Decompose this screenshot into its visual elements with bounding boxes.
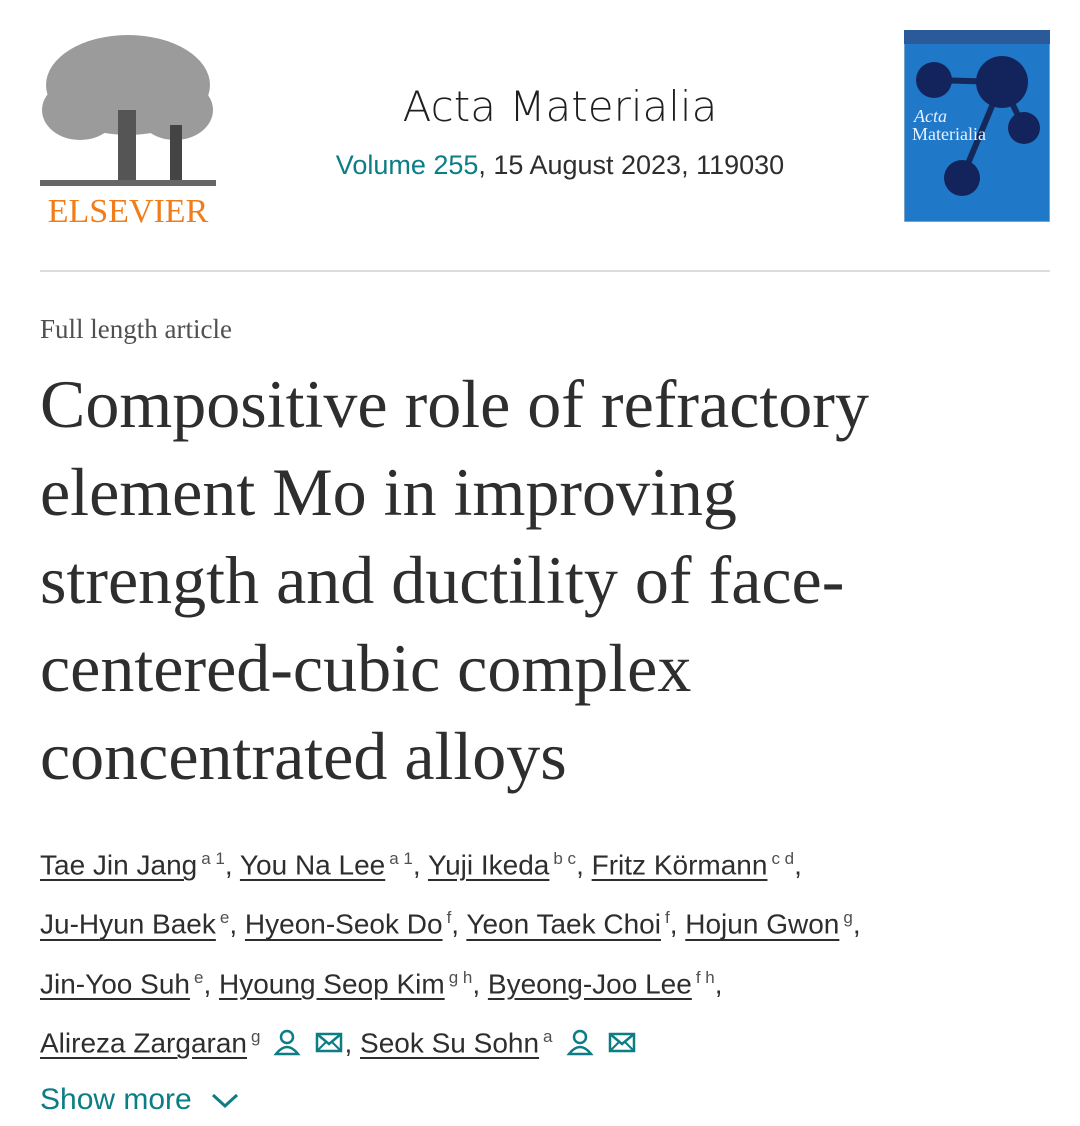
separator: , — [714, 967, 723, 999]
affiliation[interactable]: a 1 — [201, 849, 225, 868]
title-line: strength and ductility of face- — [40, 542, 845, 618]
affiliation[interactable]: b c — [553, 849, 577, 868]
chevron-icon[interactable] — [210, 1090, 240, 1110]
author-line: Tae Jin Jang a 1, You Na Lee a 1, Yuji Ike… — [40, 832, 861, 891]
affiliation[interactable]: a — [543, 1026, 553, 1046]
separator: , — [451, 908, 460, 940]
separator: , — [852, 908, 861, 940]
author-name[interactable]: Fritz Körmann — [591, 849, 768, 881]
affiliation[interactable]: f h — [695, 967, 715, 987]
affiliation[interactable]: a 1 — [389, 849, 413, 868]
journal-title[interactable]: Acta Materialia — [402, 82, 718, 131]
affiliation[interactable]: c d — [771, 849, 795, 868]
separator: , — [412, 849, 421, 881]
author-name[interactable]: Yeon Taek Choi — [466, 908, 661, 940]
volume-link[interactable]: Volume 255 — [335, 150, 479, 180]
affiliation[interactable]: g h — [448, 967, 473, 987]
journal-cover[interactable]: Acta Materialia — [904, 30, 1050, 222]
author-name[interactable]: Hyoung Seop Kim — [219, 967, 445, 999]
person-icon[interactable] — [565, 1028, 595, 1056]
show-more-label[interactable]: Show more — [40, 1083, 192, 1116]
show-more[interactable]: Show more — [40, 1083, 240, 1117]
divider — [40, 270, 1050, 272]
separator: , — [203, 967, 212, 999]
title-line: Compositive role of refractory — [40, 366, 869, 442]
mail-icon[interactable] — [607, 1028, 637, 1056]
author-name[interactable]: Hojun Gwon — [685, 908, 840, 940]
author-name[interactable]: Tae Jin Jang — [40, 849, 198, 881]
person-icon[interactable] — [272, 1028, 302, 1056]
separator: , — [669, 908, 678, 940]
affiliation[interactable]: e — [219, 908, 230, 928]
affiliation[interactable]: g — [843, 908, 853, 928]
author-name[interactable]: You Na Lee — [239, 849, 386, 881]
author-list: Tae Jin Jang a 1, You Na Lee a 1, Yuji Ike… — [40, 832, 861, 1069]
publisher-name: ELSEVIER — [48, 193, 209, 230]
author-name[interactable]: Seok Su Sohn — [360, 1027, 540, 1059]
article-type: Full length article — [40, 314, 232, 344]
author-name[interactable]: Hyeon-Seok Do — [244, 908, 443, 940]
author-name[interactable]: Jin-Yoo Suh — [40, 967, 190, 999]
separator: , — [472, 967, 481, 999]
separator: , — [576, 849, 584, 881]
author-name[interactable]: Yuji Ikeda — [427, 849, 550, 881]
cover-title: Acta — [913, 106, 947, 126]
mail-icon[interactable] — [314, 1028, 344, 1056]
elsevier-logo[interactable]: ELSEVIER — [40, 30, 216, 230]
separator: , — [344, 1027, 353, 1059]
author-name[interactable]: Ju-Hyun Baek — [40, 908, 216, 940]
title-line: centered-cubic complex — [40, 630, 692, 706]
author-name[interactable]: Alireza Zargaran — [40, 1027, 247, 1059]
separator: , — [229, 908, 238, 940]
separator: , — [224, 849, 233, 881]
issue-line: Volume 255, 15 August 2023, 119030 — [0, 150, 1080, 181]
article-title: Compositive role of refractory element Mo… — [40, 360, 869, 800]
issue-info: , 15 August 2023, 119030 — [478, 150, 785, 180]
affiliation[interactable]: e — [193, 967, 204, 987]
author-line: Ju-Hyun Baek e, Hyeon-Seok Do f, Yeon Taek… — [40, 891, 861, 950]
affiliation[interactable]: g — [250, 1026, 261, 1046]
title-line: concentrated alloys — [40, 718, 567, 794]
separator: , — [794, 849, 802, 881]
author-name[interactable]: Byeong-Joo Lee — [487, 967, 692, 999]
cover-title: Materialia — [912, 124, 986, 144]
affiliation[interactable]: f — [664, 908, 670, 928]
author-line: Alireza Zargaran g, Seok Su Sohn a — [40, 1010, 861, 1069]
author-line: Jin-Yoo Suh e, Hyoung Seop Kim g h, Byeong… — [40, 951, 861, 1010]
affiliation[interactable]: f — [446, 908, 452, 928]
title-line: element Mo in improving — [40, 454, 737, 530]
